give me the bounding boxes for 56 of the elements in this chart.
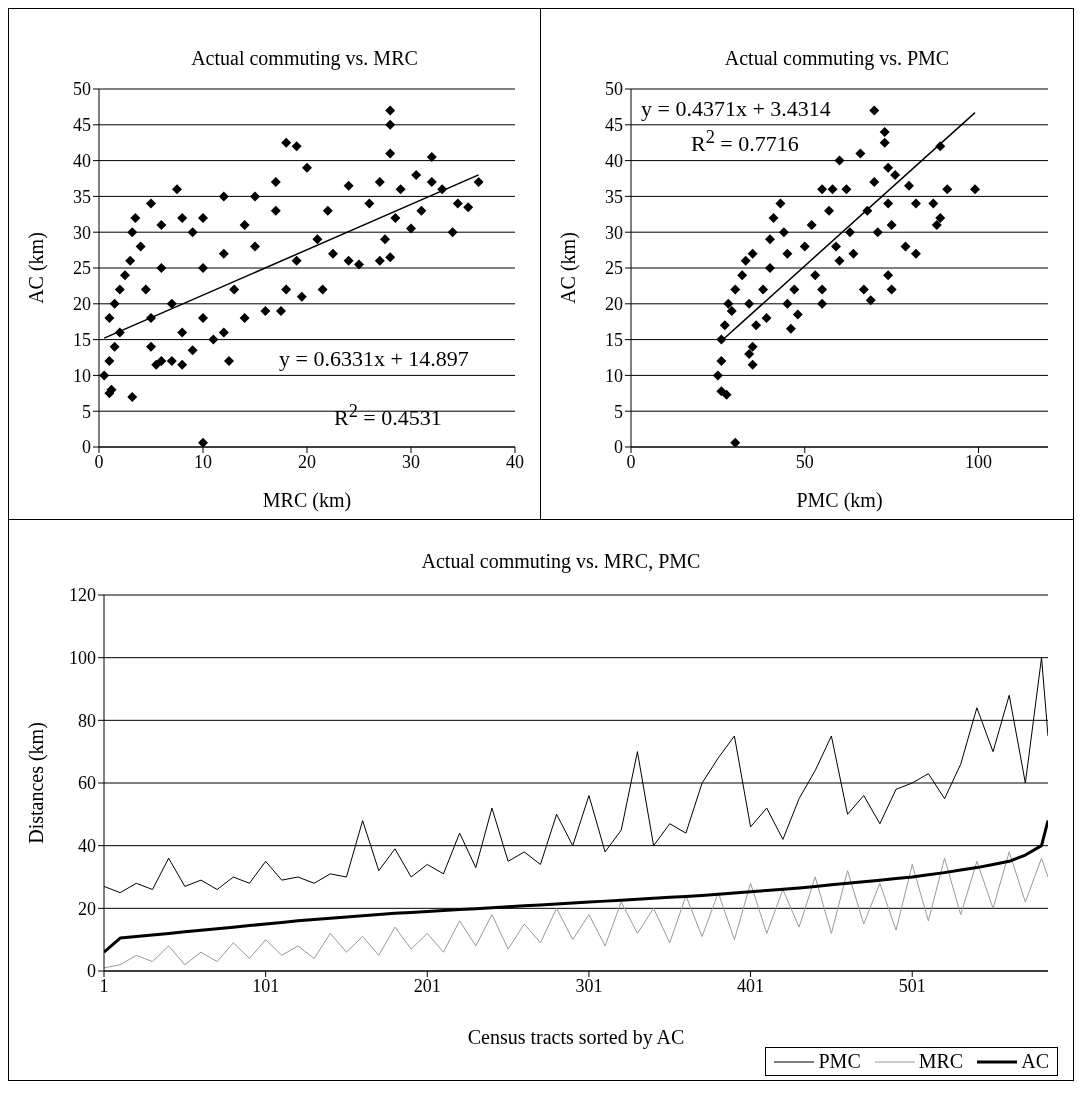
y-axis-title: Distances (km) <box>25 722 49 844</box>
y-tick-label: 60 <box>78 773 96 794</box>
y-tick-label: 45 <box>605 115 623 136</box>
chart-title: Actual commuting vs. MRC, PMC <box>420 550 702 573</box>
x-axis-title: PMC (km) <box>796 489 883 512</box>
y-tick-label: 25 <box>73 258 91 279</box>
x-tick-label: 501 <box>898 975 926 996</box>
y-tick-label: 80 <box>78 710 96 731</box>
legend-label: PMC <box>818 1050 861 1073</box>
y-axis-title: AC (km) <box>557 232 581 304</box>
x-tick-label: 101 <box>252 975 280 996</box>
y-tick-label: 5 <box>82 401 91 422</box>
x-tick-label: 50 <box>795 451 814 472</box>
y-tick-label: 120 <box>69 585 96 606</box>
x-axis-title: MRC (km) <box>262 489 352 512</box>
x-tick-label: 100 <box>965 451 992 472</box>
chart-title: Actual commuting vs. MRC <box>190 47 419 70</box>
x-tick-label: 10 <box>194 451 212 472</box>
y-tick-label: 5 <box>614 401 623 422</box>
y-tick-label: 20 <box>78 898 96 919</box>
y-tick-label: 15 <box>73 329 91 350</box>
annotation: y = 0.4371x + 3.4314 <box>641 96 831 122</box>
annotation: R$^{2}$ = 0.7716 <box>691 127 799 157</box>
legend-label: MRC <box>918 1050 964 1073</box>
x-tick-label: 30 <box>402 451 420 472</box>
y-tick-label: 0 <box>87 961 96 982</box>
y-tick-label: 10 <box>605 365 623 386</box>
y-tick-label: 0 <box>614 437 623 458</box>
y-tick-label: 35 <box>73 186 91 207</box>
chart-title: Actual commuting vs. PMC <box>723 47 951 70</box>
y-tick-label: 45 <box>73 115 91 136</box>
y-tick-label: 100 <box>69 648 96 669</box>
y-tick-label: 50 <box>605 79 623 100</box>
annotation: y = 0.6331x + 14.897 <box>279 346 469 372</box>
legend-label: AC <box>1021 1050 1049 1073</box>
y-tick-label: 40 <box>605 150 623 171</box>
x-tick-label: 1 <box>99 975 109 996</box>
y-tick-label: 25 <box>605 258 623 279</box>
y-tick-label: 40 <box>78 836 96 857</box>
y-tick-label: 35 <box>605 186 623 207</box>
y-tick-label: 50 <box>73 79 91 100</box>
x-tick-label: 301 <box>575 975 603 996</box>
y-tick-label: 30 <box>73 222 91 243</box>
y-tick-label: 40 <box>73 150 91 171</box>
y-tick-label: 10 <box>73 365 91 386</box>
x-tick-label: 201 <box>413 975 441 996</box>
y-axis-title: AC (km) <box>25 232 49 304</box>
y-tick-label: 0 <box>82 437 91 458</box>
y-tick-label: 20 <box>73 294 91 315</box>
y-tick-label: 30 <box>605 222 623 243</box>
y-tick-label: 20 <box>605 294 623 315</box>
x-axis-title: Census tracts sorted by AC <box>467 1026 685 1049</box>
x-tick-label: 20 <box>298 451 316 472</box>
x-tick-label: 40 <box>506 451 524 472</box>
y-tick-label: 15 <box>605 329 623 350</box>
x-tick-label: 401 <box>737 975 765 996</box>
